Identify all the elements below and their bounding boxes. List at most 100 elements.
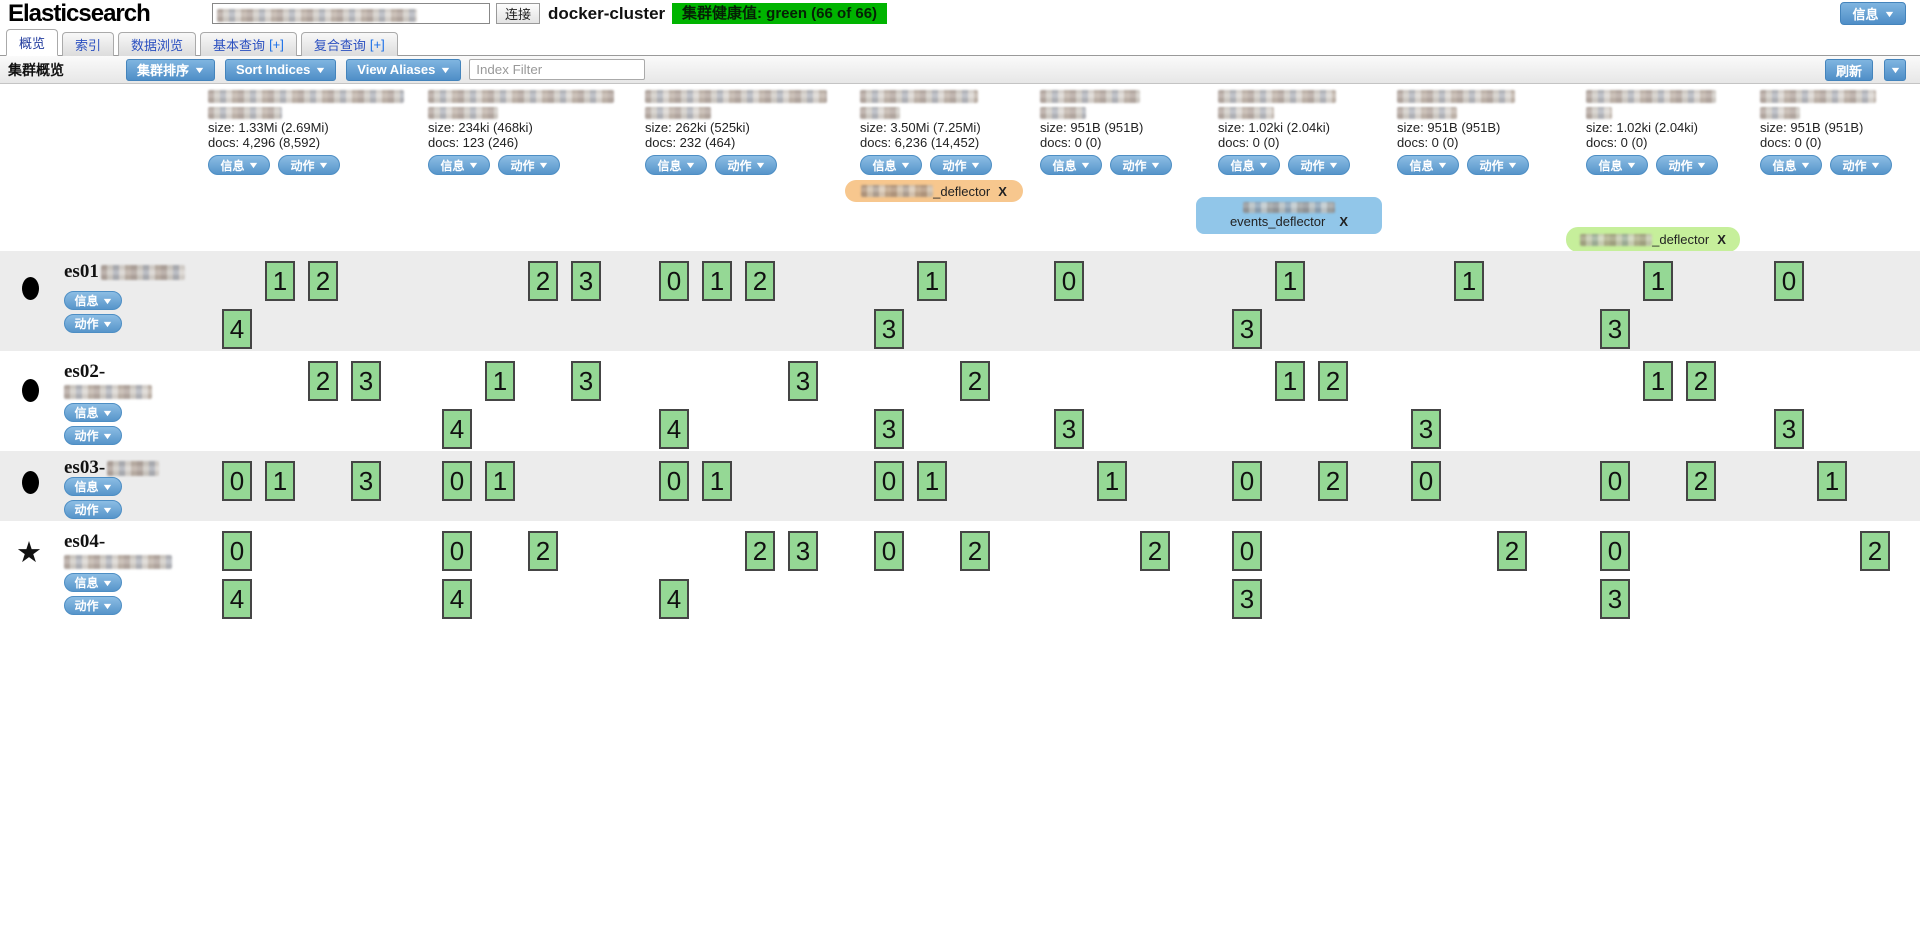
shard-box[interactable]: 1 — [1454, 261, 1484, 301]
shard-box[interactable]: 2 — [1318, 461, 1348, 501]
index-info-dropdown[interactable]: 信息 ▼ — [860, 155, 922, 175]
shard-box[interactable]: 2 — [960, 531, 990, 571]
tab-复合查询[interactable]: 复合查询 [+] — [300, 32, 398, 56]
shard-box[interactable]: 3 — [1411, 409, 1441, 449]
node-info-dropdown[interactable]: 信息 ▼ — [64, 477, 122, 496]
shard-box[interactable]: 3 — [351, 361, 381, 401]
shard-box[interactable]: 0 — [874, 531, 904, 571]
shard-box[interactable]: 2 — [528, 261, 558, 301]
shard-box[interactable]: 3 — [874, 309, 904, 349]
shard-box[interactable]: 3 — [874, 409, 904, 449]
index-actions-dropdown[interactable]: 动作 ▼ — [1656, 155, 1718, 175]
alias-remove-icon[interactable]: X — [998, 183, 1007, 199]
shard-box[interactable]: 0 — [1054, 261, 1084, 301]
shard-box[interactable]: 3 — [351, 461, 381, 501]
shard-box[interactable]: 3 — [1232, 579, 1262, 619]
shard-box[interactable]: 1 — [702, 261, 732, 301]
shard-box[interactable]: 3 — [788, 531, 818, 571]
node-actions-dropdown[interactable]: 动作 ▼ — [64, 596, 122, 615]
node-actions-dropdown[interactable]: 动作 ▼ — [64, 426, 122, 445]
shard-box[interactable]: 1 — [917, 461, 947, 501]
connect-button[interactable]: 连接 — [496, 3, 541, 24]
alias-remove-icon[interactable]: X — [1339, 214, 1349, 229]
index-info-dropdown[interactable]: 信息 ▼ — [1040, 155, 1102, 175]
index-filter-input[interactable] — [469, 59, 646, 80]
shard-box[interactable]: 3 — [1600, 309, 1630, 349]
index-info-dropdown[interactable]: 信息 ▼ — [1586, 155, 1648, 175]
node-info-dropdown[interactable]: 信息 ▼ — [64, 573, 122, 592]
info-dropdown-button[interactable]: 信息 ▼ — [1840, 2, 1906, 25]
shard-box[interactable]: 3 — [1600, 579, 1630, 619]
index-actions-dropdown[interactable]: 动作 ▼ — [1830, 155, 1892, 175]
shard-box[interactable]: 0 — [442, 461, 472, 501]
sort-indices-dropdown[interactable]: Sort Indices ▼ — [224, 58, 337, 81]
shard-box[interactable]: 0 — [1232, 531, 1262, 571]
node-info-dropdown[interactable]: 信息 ▼ — [64, 403, 122, 422]
shard-box[interactable]: 2 — [745, 531, 775, 571]
view-aliases-dropdown[interactable]: View Aliases ▼ — [346, 58, 462, 81]
tab-new-icon[interactable]: [+] — [269, 37, 284, 52]
index-actions-dropdown[interactable]: 动作 ▼ — [715, 155, 777, 175]
connection-url-input[interactable] — [212, 3, 490, 24]
refresh-dropdown-button[interactable]: ▼ — [1884, 59, 1906, 81]
shard-box[interactable]: 2 — [1318, 361, 1348, 401]
shard-box[interactable]: 2 — [1686, 361, 1716, 401]
tab-基本查询[interactable]: 基本查询 [+] — [200, 32, 297, 56]
shard-box[interactable]: 1 — [485, 461, 515, 501]
alias-pill[interactable]: _deflector X — [1566, 227, 1740, 252]
shard-box[interactable]: 1 — [917, 261, 947, 301]
alias-pill[interactable]: _deflector X — [845, 180, 1023, 202]
index-info-dropdown[interactable]: 信息 ▼ — [1218, 155, 1280, 175]
shard-box[interactable]: 1 — [1275, 361, 1305, 401]
index-info-dropdown[interactable]: 信息 ▼ — [1397, 155, 1459, 175]
index-info-dropdown[interactable]: 信息 ▼ — [1760, 155, 1822, 175]
shard-box[interactable]: 3 — [788, 361, 818, 401]
tab-数据浏览[interactable]: 数据浏览 — [118, 32, 197, 56]
index-info-dropdown[interactable]: 信息 ▼ — [428, 155, 490, 175]
shard-box[interactable]: 3 — [1774, 409, 1804, 449]
index-actions-dropdown[interactable]: 动作 ▼ — [1288, 155, 1350, 175]
index-actions-dropdown[interactable]: 动作 ▼ — [278, 155, 340, 175]
shard-box[interactable]: 1 — [1097, 461, 1127, 501]
shard-box[interactable]: 2 — [1686, 461, 1716, 501]
shard-box[interactable]: 1 — [1817, 461, 1847, 501]
tab-new-icon[interactable]: [+] — [369, 37, 385, 52]
shard-box[interactable]: 0 — [1600, 531, 1630, 571]
shard-box[interactable]: 0 — [1774, 261, 1804, 301]
shard-box[interactable]: 1 — [702, 461, 732, 501]
shard-box[interactable]: 2 — [308, 261, 338, 301]
shard-box[interactable]: 3 — [1232, 309, 1262, 349]
shard-box[interactable]: 4 — [659, 409, 689, 449]
shard-box[interactable]: 1 — [265, 261, 295, 301]
shard-box[interactable]: 4 — [442, 579, 472, 619]
shard-box[interactable]: 2 — [1497, 531, 1527, 571]
index-info-dropdown[interactable]: 信息 ▼ — [645, 155, 707, 175]
shard-box[interactable]: 3 — [571, 261, 601, 301]
cluster-sort-dropdown[interactable]: 集群排序 ▼ — [126, 58, 215, 81]
index-info-dropdown[interactable]: 信息 ▼ — [208, 155, 270, 175]
shard-box[interactable]: 3 — [1054, 409, 1084, 449]
shard-box[interactable]: 0 — [659, 461, 689, 501]
alias-pill[interactable]: events_deflector X — [1196, 197, 1382, 234]
shard-box[interactable]: 4 — [659, 579, 689, 619]
shard-box[interactable]: 2 — [308, 361, 338, 401]
shard-box[interactable]: 4 — [222, 309, 252, 349]
shard-box[interactable]: 0 — [1600, 461, 1630, 501]
shard-box[interactable]: 4 — [442, 409, 472, 449]
shard-box[interactable]: 0 — [659, 261, 689, 301]
shard-box[interactable]: 1 — [485, 361, 515, 401]
shard-box[interactable]: 0 — [874, 461, 904, 501]
node-actions-dropdown[interactable]: 动作 ▼ — [64, 500, 122, 519]
shard-box[interactable]: 0 — [1411, 461, 1441, 501]
shard-box[interactable]: 1 — [1643, 361, 1673, 401]
shard-box[interactable]: 0 — [1232, 461, 1262, 501]
shard-box[interactable]: 0 — [442, 531, 472, 571]
index-actions-dropdown[interactable]: 动作 ▼ — [930, 155, 992, 175]
shard-box[interactable]: 0 — [222, 531, 252, 571]
tab-索引[interactable]: 索引 — [62, 32, 115, 56]
node-actions-dropdown[interactable]: 动作 ▼ — [64, 314, 122, 333]
index-actions-dropdown[interactable]: 动作 ▼ — [1467, 155, 1529, 175]
shard-box[interactable]: 1 — [1275, 261, 1305, 301]
index-actions-dropdown[interactable]: 动作 ▼ — [498, 155, 560, 175]
shard-box[interactable]: 4 — [222, 579, 252, 619]
